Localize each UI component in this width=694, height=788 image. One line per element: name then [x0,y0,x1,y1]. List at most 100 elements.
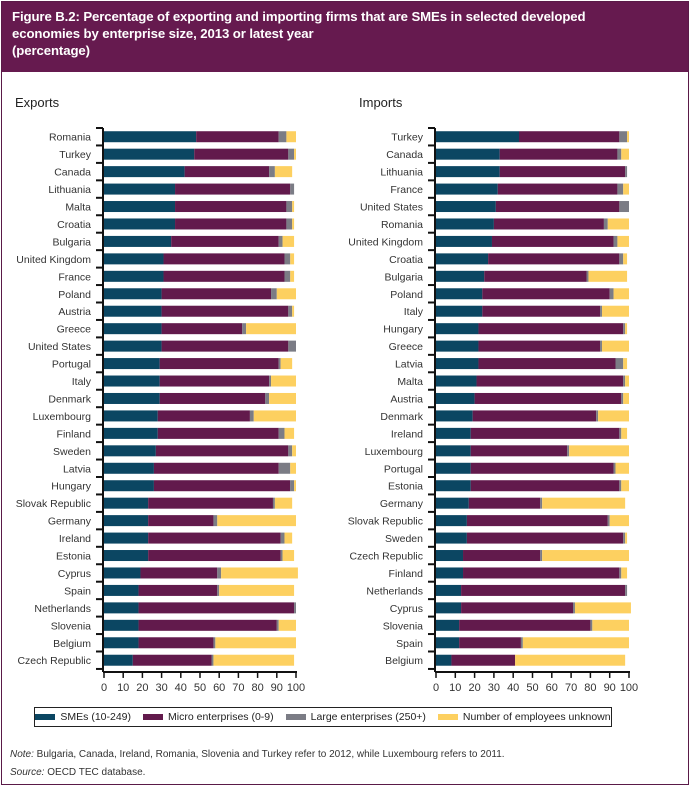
exports-category-label: Canada [54,167,91,179]
imports-bar-segment-smes [436,445,471,457]
imports-x-tick-label: 10 [449,682,461,694]
exports-category-label: Lithuania [48,184,91,196]
imports-category-label: Ireland [391,428,423,440]
exports-bar-segment-unknown [292,445,296,457]
imports-bar-segment-smes [436,218,494,230]
exports-category-label: Luxembourg [33,411,92,423]
imports-bar-segment-micro [470,480,620,492]
imports-x-tick-label: 0 [433,682,439,694]
figure-header: Figure B.2: Percentage of exporting and … [2,2,688,72]
imports-bar-segment-smes [436,462,471,474]
imports-bar-segment-micro [470,445,568,457]
exports-category-label: United Kingdom [16,254,91,266]
imports-bar-segment-micro [482,305,601,317]
imports-bar-segment-large [540,550,543,562]
imports-bar-segment-unknown [515,654,626,666]
imports-bar-segment-unknown [621,427,628,439]
exports-bar-segment-large [286,201,293,213]
exports-bar-segment-micro [138,584,218,596]
exports-bar-segment-unknown [221,567,298,579]
imports-bar-segment-large [619,131,628,143]
exports-bar-segment-micro [159,392,266,404]
figure-title-line-2: economies by enterprise size, 2013 or la… [12,26,314,41]
exports-bar-segment-large [249,410,254,422]
exports-bar-segment-large [280,532,285,544]
exports-bar-segment-micro [148,497,273,509]
imports-bar-segment-micro [461,584,626,596]
imports-bar-segment-smes [436,427,471,439]
imports-category-label: Belgium [385,655,423,667]
exports-bar-segment-unknown [282,235,295,247]
imports-bar-segment-micro [495,201,620,213]
imports-bar-segment-large [619,201,629,213]
exports-bar-segment-micro [138,619,277,631]
exports-bar-segment-micro [161,288,272,300]
imports-bar-segment-micro [493,218,604,230]
imports-bar-segment-smes [436,410,473,422]
exports-bar-segment-micro [140,567,218,579]
exports-bar-segment-micro [194,148,289,160]
legend-label-micro: Micro enterprises (0-9) [168,711,274,723]
exports-bar-segment-unknown [294,148,296,160]
exports-bar-segment-smes [104,462,154,474]
exports-bar-segment-large [271,288,277,300]
exports-bar-segment-large [278,131,287,143]
legend-swatch-unknown [437,714,458,720]
imports-bar-segment-smes [436,480,471,492]
imports-bar-segment-large [520,637,523,649]
exports-bar-segment-unknown [276,288,296,300]
imports-bar-segment-large [617,148,622,160]
exports-panel-title: Exports [15,95,60,110]
imports-category-label: United Kingdom [348,236,423,248]
exports-category-label: Romania [49,132,91,144]
imports-category-label: Malta [397,376,423,388]
exports-bar-segment-large [213,515,218,527]
imports-bar-segment-unknown [625,323,628,335]
imports-bar-segment-micro [478,358,616,370]
imports-bar-segment-unknown [617,235,629,247]
exports-bar-segment-unknown [290,270,295,282]
imports-bar-segment-large [567,445,570,457]
source-text: OECD TEC database. [44,767,146,778]
exports-bar-segment-smes [104,497,149,509]
imports-category-label: Spain [396,638,423,650]
imports-bar-segment-large [573,602,575,614]
imports-bar-segment-unknown [621,148,629,160]
imports-category-label: Austria [390,393,423,405]
imports-category-label: Portugal [384,463,423,475]
exports-bar-segment-large [211,654,214,666]
exports-bar-segment-micro [157,427,279,439]
exports-bar-segment-smes [104,637,139,649]
figure-source: Source: OECD TEC database. [10,767,145,778]
exports-bar-segment-smes [104,445,156,457]
exports-bar-segment-large [269,375,272,387]
imports-bar-segment-large [621,392,624,404]
imports-bar-segment-smes [436,270,485,282]
exports-bar-segment-smes [104,253,164,265]
imports-bar-segment-smes [436,183,498,195]
imports-bar-segment-smes [436,584,462,596]
note-label: Note: [10,749,34,760]
exports-category-label: France [58,271,91,283]
exports-category-label: Sweden [53,446,91,458]
imports-category-label: Czech Republic [349,551,423,563]
imports-bar-segment-micro [470,427,620,439]
imports-bar-segment-smes [436,323,479,335]
exports-category-label: Spain [64,585,91,597]
exports-bar-segment-unknown [282,550,295,562]
exports-bar-segment-unknown [286,131,296,143]
exports-bar-segment-large [288,305,293,317]
imports-bar-segment-smes [436,654,452,666]
exports-x-tick-label: 20 [136,682,148,694]
imports-bar-segment-smes [436,358,479,370]
exports-bar-segment-smes [104,218,176,230]
exports-category-label: Belgium [53,638,91,650]
imports-bar-segment-large [619,253,624,265]
imports-bar-segment-smes [436,375,477,387]
exports-bar-segment-smes [104,305,162,317]
imports-bar-segment-smes [436,201,496,213]
exports-category-label: Malta [65,202,91,214]
imports-bar-segment-large [590,619,593,631]
exports-bar-segment-smes [104,410,158,422]
